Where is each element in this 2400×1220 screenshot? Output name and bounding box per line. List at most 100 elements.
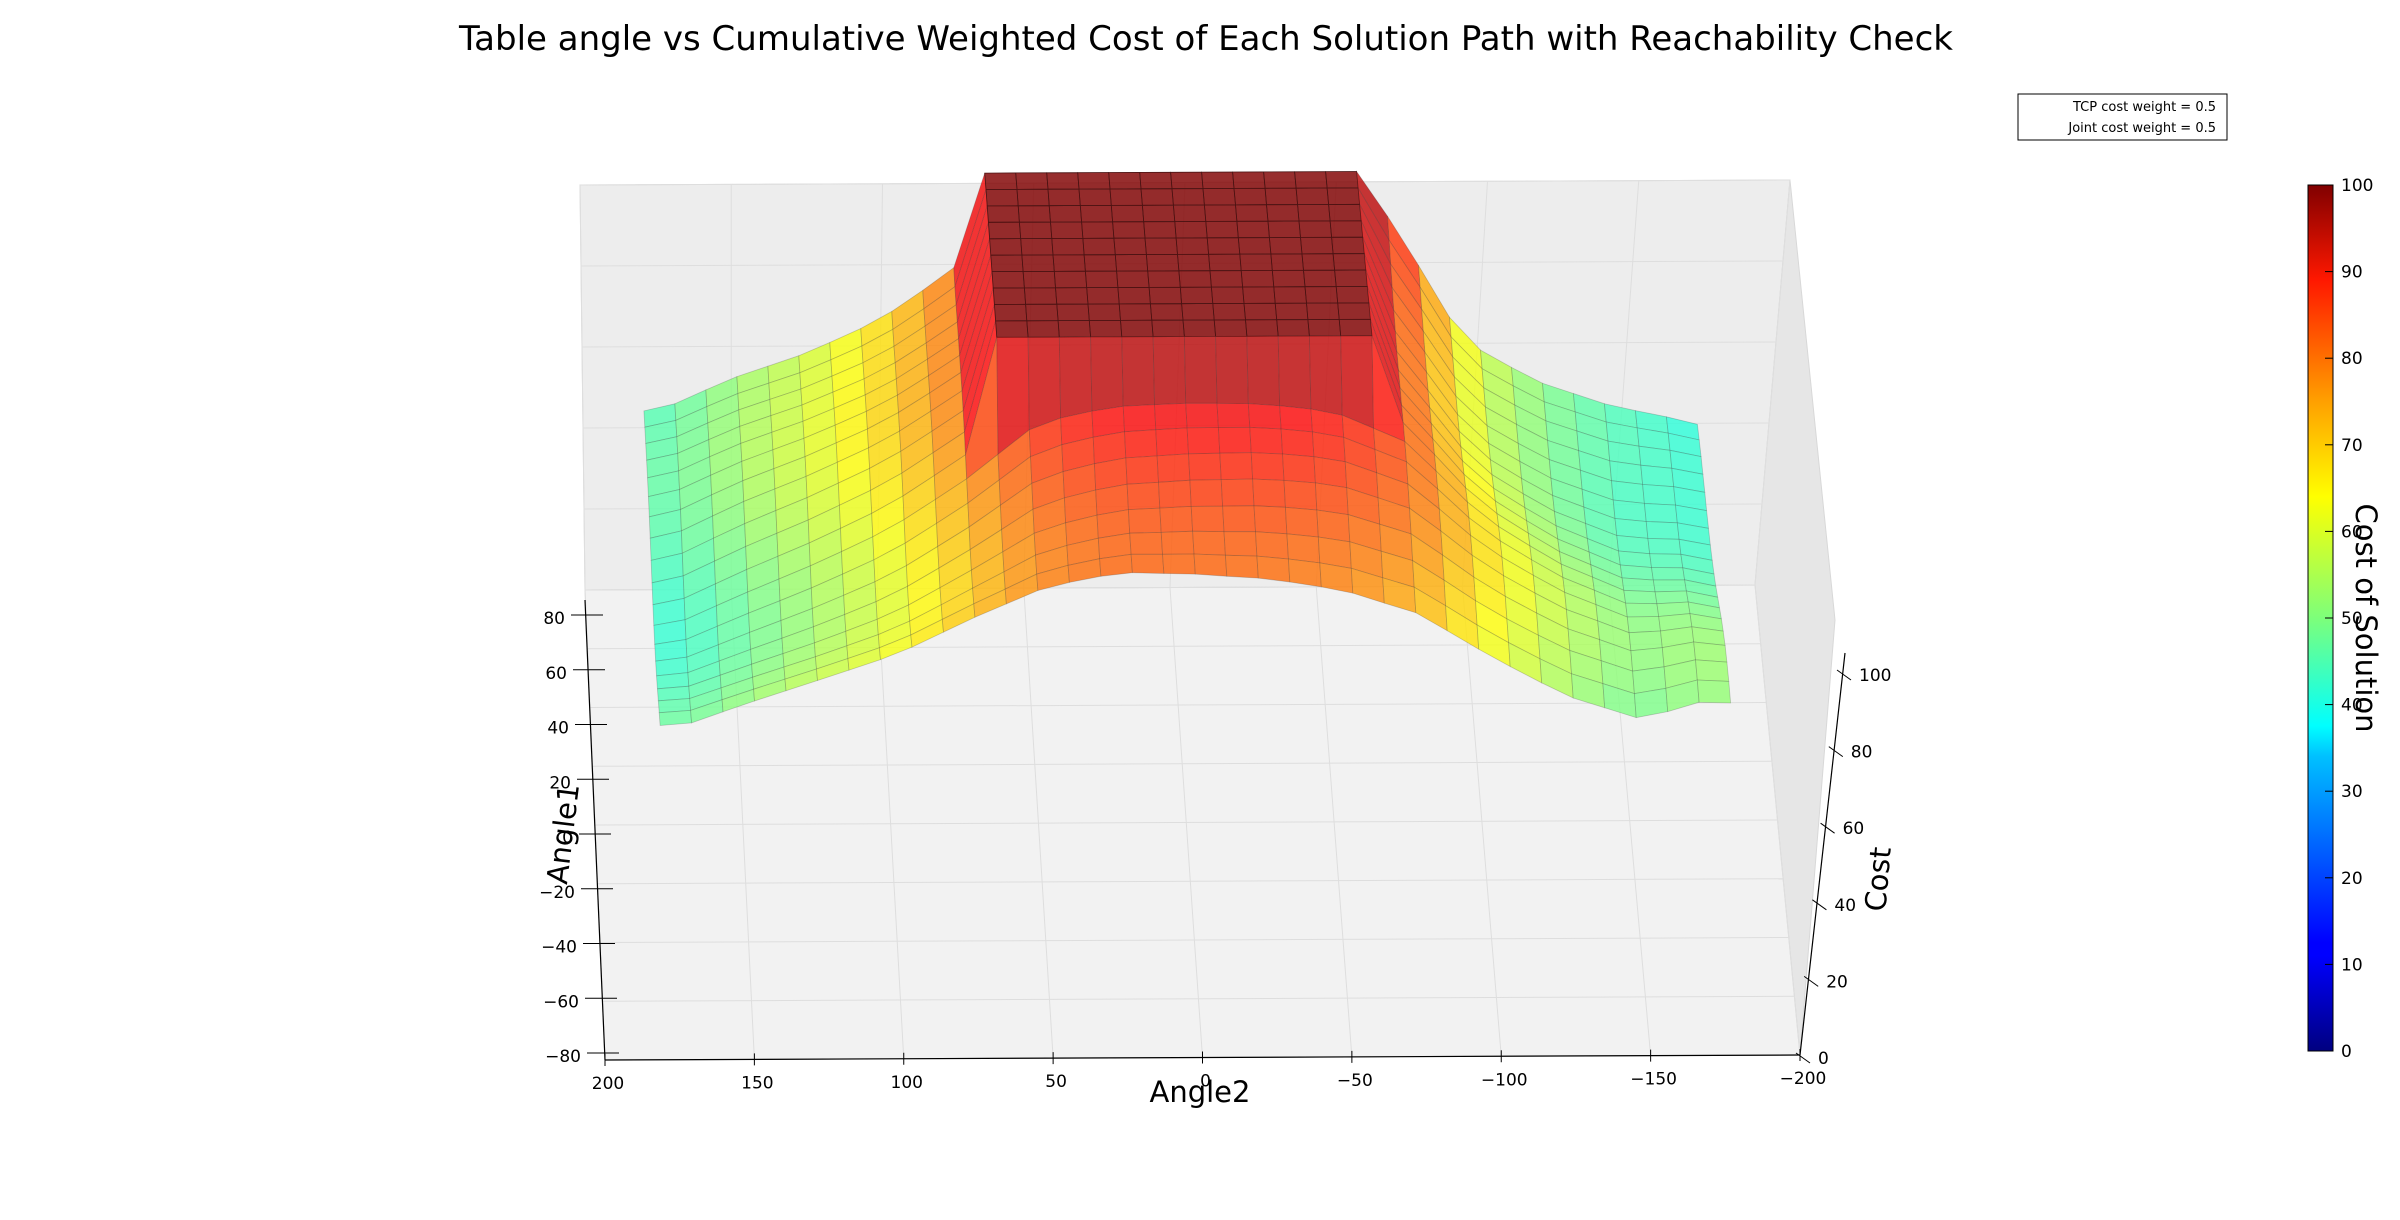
surface-cell <box>993 303 1028 322</box>
surface-cell <box>1237 237 1272 255</box>
z-tick-mark <box>1828 746 1844 758</box>
surface-cell <box>1051 237 1085 256</box>
surface-cell <box>1243 302 1278 321</box>
colorbar-tick-label: 90 <box>2341 263 2363 283</box>
surface-cell <box>1215 335 1249 405</box>
surface-cell <box>1015 172 1049 190</box>
surface-cell <box>1110 204 1145 223</box>
surface-cell <box>1220 478 1255 507</box>
surface-cell <box>1337 302 1371 320</box>
surface-cell <box>1055 287 1089 305</box>
surface-cell <box>1208 253 1242 272</box>
legend: TCP cost weight = 0.5 Joint cost weight … <box>2017 93 2228 141</box>
surface-cell <box>1022 270 1056 289</box>
surface-cell <box>1329 220 1364 238</box>
surface-cell <box>1140 188 1174 206</box>
surface-cell <box>1023 287 1058 305</box>
surface-cell <box>1253 505 1288 535</box>
z-tick-label: 80 <box>1851 743 1873 763</box>
surface-cell <box>1112 221 1146 239</box>
surface-cell <box>1018 221 1053 240</box>
colorbar: 0 10 20 30 40 50 60 70 80 90 100 Cost of Solution <box>2307 176 2383 1062</box>
surface-cell <box>1020 238 1054 256</box>
surface-cell <box>1654 590 1689 605</box>
surface-cell <box>1156 453 1191 483</box>
surface-cell <box>1301 253 1336 271</box>
surface-cell <box>1175 237 1210 255</box>
z-tick-mark <box>1836 669 1852 681</box>
surface-cell <box>1340 335 1374 429</box>
z-axis-label: Cost <box>1858 846 1897 913</box>
surface-cell <box>1623 589 1658 605</box>
surface-cell <box>1182 319 1217 337</box>
chart-title: Table angle vs Cumulative Weighted Cost … <box>458 19 1953 59</box>
surface-cell <box>1083 254 1118 272</box>
surface-cell <box>1314 482 1349 516</box>
z-tick-label: 60 <box>1843 819 1865 839</box>
surface-cell <box>1149 303 1184 321</box>
z-tick-mark <box>1795 1052 1811 1064</box>
surface-cell <box>1205 220 1239 239</box>
colorbar-label: Cost of Solution <box>2349 504 2383 733</box>
surface-cell <box>1185 402 1219 429</box>
surface-cell <box>1279 405 1313 433</box>
surface-cell <box>1027 336 1062 431</box>
surface-cell <box>1224 554 1259 579</box>
surface-cell <box>1190 505 1225 533</box>
surface-cell <box>1273 286 1307 304</box>
surface-cell <box>1046 172 1080 190</box>
surface-cell <box>1235 204 1269 222</box>
y-tick-label: −80 <box>545 1047 581 1067</box>
colorbar-tick-label: 60 <box>2341 522 2363 542</box>
surface-cell <box>1053 270 1088 289</box>
surface-cell <box>1172 204 1207 223</box>
legend-frame <box>2017 93 2228 141</box>
surface-cell <box>1306 302 1340 321</box>
surface-cell <box>1154 402 1188 431</box>
surface-cell <box>1174 220 1208 239</box>
surface-cell <box>1206 237 1241 255</box>
surface-cell <box>1693 641 1728 663</box>
surface-cell <box>1300 236 1334 255</box>
surface-cell <box>1203 204 1238 222</box>
surface-cell <box>1268 236 1303 255</box>
surface-cell <box>1109 188 1143 206</box>
surface-cell <box>1331 236 1365 255</box>
surface-cell <box>1120 319 1154 338</box>
surface-cell <box>1125 455 1159 485</box>
surface-cell <box>1088 319 1123 338</box>
surface-cell <box>1178 270 1212 288</box>
surface-cell <box>985 188 1019 207</box>
x-tick-label: −100 <box>1481 1070 1528 1090</box>
surface-cell <box>1118 303 1153 321</box>
surface-cell <box>1239 253 1273 272</box>
surface-cell <box>1130 553 1165 574</box>
surface-cell <box>1025 303 1059 322</box>
surface-cell <box>1649 553 1684 569</box>
surface-cell <box>1256 555 1291 583</box>
surface-cell <box>1124 429 1158 459</box>
colorbar-tick-label: 40 <box>2341 696 2363 716</box>
surface-cell <box>984 172 1018 190</box>
surface-cell <box>1325 171 1359 189</box>
surface-cell <box>1645 521 1680 540</box>
surface-cell <box>1685 590 1720 609</box>
surface-cell <box>1263 171 1297 189</box>
z-axis: 0 20 40 60 80 100 Cost <box>1795 652 1898 1069</box>
surface-cell <box>1647 537 1682 555</box>
surface-cell <box>1188 452 1222 481</box>
surface-cell <box>1159 505 1194 533</box>
surface-cell <box>1621 577 1656 593</box>
surface-cell <box>1295 187 1330 206</box>
surface-cell <box>1266 204 1300 222</box>
surface-cell <box>1247 403 1282 430</box>
surface-cell <box>1189 479 1224 507</box>
surface-cell <box>1050 221 1084 239</box>
surface-cell <box>1671 467 1706 493</box>
y-tick-label: 80 <box>543 609 565 629</box>
surface-cell <box>1255 531 1289 560</box>
surface-cell <box>1612 499 1647 522</box>
surface-cell <box>1696 679 1732 704</box>
surface-cell <box>1326 187 1361 205</box>
surface-cell <box>1652 579 1687 593</box>
